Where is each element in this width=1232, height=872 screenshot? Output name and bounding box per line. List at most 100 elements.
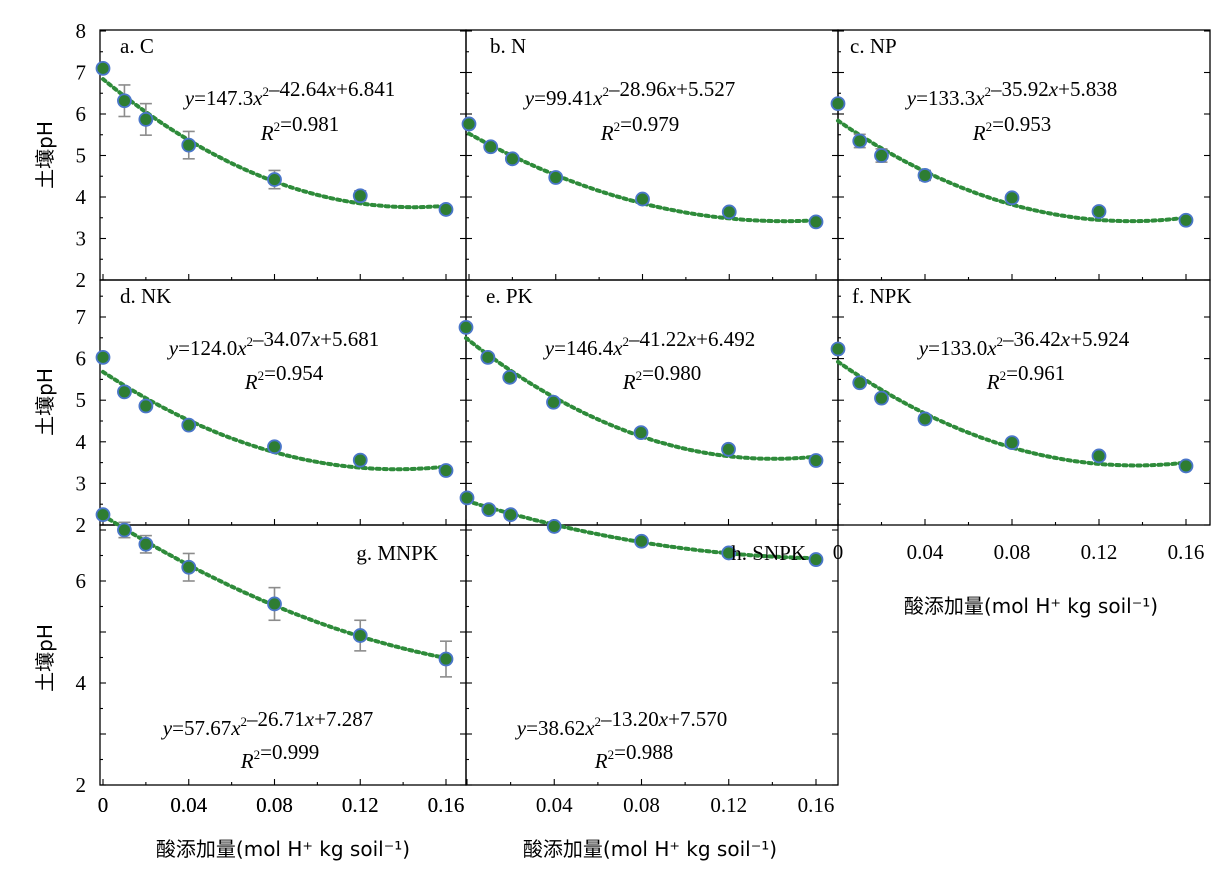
panel-label: f. NPK	[852, 284, 912, 308]
r-squared: R2=0.953	[972, 112, 1051, 145]
data-point	[808, 552, 824, 567]
y-tick-label: 5	[76, 388, 87, 412]
y-axis-title: 土壤pH	[33, 624, 57, 692]
data-point	[267, 172, 282, 187]
y-tick-label: 5	[76, 144, 87, 168]
data-point	[917, 411, 933, 427]
fit-equation: y=146.4x2–41.22x+6.492	[543, 327, 755, 360]
data-point	[117, 93, 132, 109]
x-tick-label: 0.12	[1081, 540, 1118, 564]
r-squared: R2=0.988	[594, 740, 673, 773]
data-point	[1091, 448, 1107, 464]
data-point	[808, 214, 824, 230]
data-point	[874, 148, 889, 163]
data-point	[721, 441, 736, 457]
fit-curve	[101, 513, 448, 660]
data-point	[808, 453, 824, 468]
data-point	[138, 536, 154, 552]
data-point	[483, 139, 499, 155]
y-tick-label: 7	[76, 305, 87, 329]
panel-label: a. C	[120, 34, 154, 58]
data-point	[721, 545, 737, 561]
y-tick-label: 8	[76, 19, 87, 43]
data-point	[95, 349, 111, 365]
x-tick-label: 0.12	[342, 793, 379, 817]
panel-label: c. NP	[850, 34, 897, 58]
data-point	[830, 96, 846, 112]
fit-curve	[101, 369, 448, 472]
x-tick-label: 0.04	[536, 793, 573, 817]
fit-equation: y=133.3x2–35.92x+5.838	[905, 77, 1117, 110]
r-squared: R2=0.954	[244, 361, 324, 394]
data-point	[438, 651, 454, 667]
data-point	[181, 417, 197, 433]
y-tick-label: 4	[76, 671, 87, 695]
axis-titles-layer: 土壤pH 土壤pH 土壤pH 酸添加量(mol H⁺ kg soil⁻¹) 酸添…	[33, 121, 1158, 861]
y-axis-title: 土壤pH	[33, 368, 57, 436]
panel-label: d. NK	[120, 284, 171, 308]
r-squared: R2=0.961	[986, 361, 1065, 394]
x-tick-label: 0.12	[342, 793, 379, 817]
y-tick-label: 6	[76, 347, 87, 371]
data-point	[352, 628, 368, 643]
data-point	[503, 507, 519, 523]
data-point	[480, 349, 496, 365]
data-point	[546, 519, 562, 534]
panels-layer: 2 3 4 5 6 7 8 0 0.04 0.08 0.12 0.16 a. C y=147.3x2–42…	[76, 19, 1211, 817]
x-tick-label: 0.16	[798, 793, 835, 817]
fit-equation: y=38.62x2–13.20x+7.570	[515, 707, 727, 740]
panel-label: h. SNPK	[731, 541, 806, 565]
r-squared: R2=0.999	[240, 740, 319, 773]
panel-frame	[99, 29, 467, 281]
y-tick-label: 2	[76, 773, 87, 797]
data-point	[181, 137, 197, 153]
fit-equation: y=147.3x2–42.64x+6.841	[183, 77, 395, 110]
data-point	[1004, 190, 1020, 206]
data-point	[1178, 212, 1194, 228]
x-axis-title: 酸添加量(mol H⁺ kg soil⁻¹)	[904, 594, 1158, 618]
fit-equation: y=124.0x2–34.07x+5.681	[167, 327, 379, 360]
data-point	[548, 170, 564, 185]
panel-label: b. N	[490, 34, 526, 58]
x-tick-label: 0.16	[428, 793, 465, 817]
data-point	[830, 341, 846, 357]
data-point	[181, 559, 197, 575]
panel-frame	[465, 279, 839, 526]
data-point	[502, 369, 518, 385]
data-point	[852, 375, 868, 391]
chart-panel: 2 3 4 5 6 7 d. NK y=124.0x2–34.07x+5.681R2=0.95…	[76, 279, 467, 537]
panel-frame	[465, 29, 839, 281]
y-tick-label: 2	[76, 268, 87, 292]
fit-curve	[467, 131, 818, 224]
data-point	[95, 507, 111, 523]
y-tick-label: 6	[76, 569, 87, 593]
panel-label: e. PK	[486, 284, 533, 308]
data-point	[874, 390, 889, 406]
y-tick-label: 6	[76, 102, 87, 126]
y-axis-title: 土壤pH	[33, 121, 57, 189]
x-tick-label: 0.04	[170, 793, 207, 817]
data-point	[634, 533, 649, 549]
data-point	[352, 452, 368, 468]
data-point	[1178, 458, 1194, 474]
data-point	[95, 60, 111, 76]
data-point	[352, 188, 368, 204]
r-squared: R2=0.979	[600, 112, 679, 145]
chart-panel: 2 4 6 0 0.04 0.08 0.12 0.16 g. MNPK y=57.67x2–26.…	[76, 507, 467, 817]
data-point	[635, 191, 650, 207]
data-point	[438, 463, 454, 478]
y-tick-label: 4	[76, 185, 87, 209]
data-point	[721, 204, 737, 220]
fit-equation: y=57.67x2–26.71x+7.287	[161, 707, 373, 740]
data-point	[481, 502, 497, 518]
panel-frame	[837, 279, 1211, 526]
y-tick-label: 2	[76, 513, 87, 537]
data-point	[117, 522, 132, 538]
data-point	[267, 596, 282, 612]
data-point	[138, 398, 154, 414]
chart-panel: 0 0.04 0.08 0.12 0.16f. NPKy=133.0x2–36.42x+…	[830, 279, 1211, 564]
